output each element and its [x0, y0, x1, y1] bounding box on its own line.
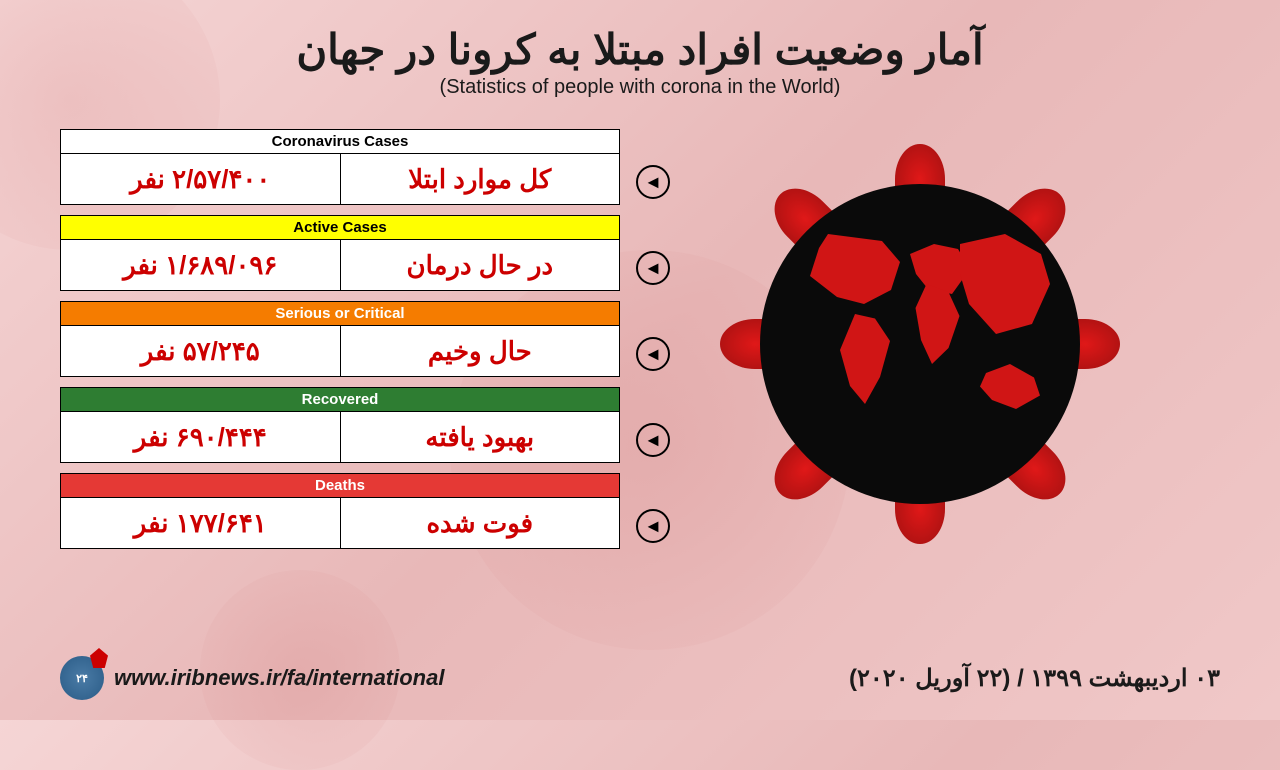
stat-row: Serious or Critical ۵۷/۲۴۵ نفر حال وخیم … — [60, 301, 620, 377]
stat-value: ۶۹۰/۴۴۴ نفر — [61, 412, 341, 462]
stat-row: Deaths ۱۷۷/۶۴۱ نفر فوت شده ◄ — [60, 473, 620, 549]
stat-label-persian: حال وخیم — [341, 326, 620, 376]
stat-label-persian: بهبود یافته — [341, 412, 620, 462]
stat-value: ۱/۶۸۹/۰۹۶ نفر — [61, 240, 341, 290]
content-area: Coronavirus Cases ۲/۵۷/۴۰۰ نفر کل موارد … — [0, 129, 1280, 559]
stat-header: Deaths — [60, 473, 620, 497]
stat-value: ۵۷/۲۴۵ نفر — [61, 326, 341, 376]
logo-icon: ۲۴ — [60, 656, 104, 700]
stat-value: ۲/۵۷/۴۰۰ نفر — [61, 154, 341, 204]
stat-label-persian: فوت شده — [341, 498, 620, 548]
virus-globe-graphic — [620, 129, 1220, 559]
stat-header: Serious or Critical — [60, 301, 620, 325]
website-url: www.iribnews.ir/fa/international — [114, 665, 444, 691]
stat-label-persian: کل موارد ابتلا — [341, 154, 620, 204]
stat-label-persian: در حال درمان — [341, 240, 620, 290]
stat-row: Active Cases ۱/۶۸۹/۰۹۶ نفر در حال درمان … — [60, 215, 620, 291]
stat-header: Active Cases — [60, 215, 620, 239]
statistics-panel: Coronavirus Cases ۲/۵۷/۴۰۰ نفر کل موارد … — [60, 129, 620, 559]
globe-icon — [760, 184, 1080, 504]
footer: ۲۴ www.iribnews.ir/fa/international ۰۳ ا… — [0, 656, 1280, 700]
stat-header: Coronavirus Cases — [60, 129, 620, 153]
stat-row: Recovered ۶۹۰/۴۴۴ نفر بهبود یافته ◄ — [60, 387, 620, 463]
date-text: ۰۳ اردیبهشت ۱۳۹۹ / (۲۲ آوریل ۲۰۲۰) — [849, 664, 1220, 693]
stat-header: Recovered — [60, 387, 620, 411]
stat-row: Coronavirus Cases ۲/۵۷/۴۰۰ نفر کل موارد … — [60, 129, 620, 205]
stat-value: ۱۷۷/۶۴۱ نفر — [61, 498, 341, 548]
